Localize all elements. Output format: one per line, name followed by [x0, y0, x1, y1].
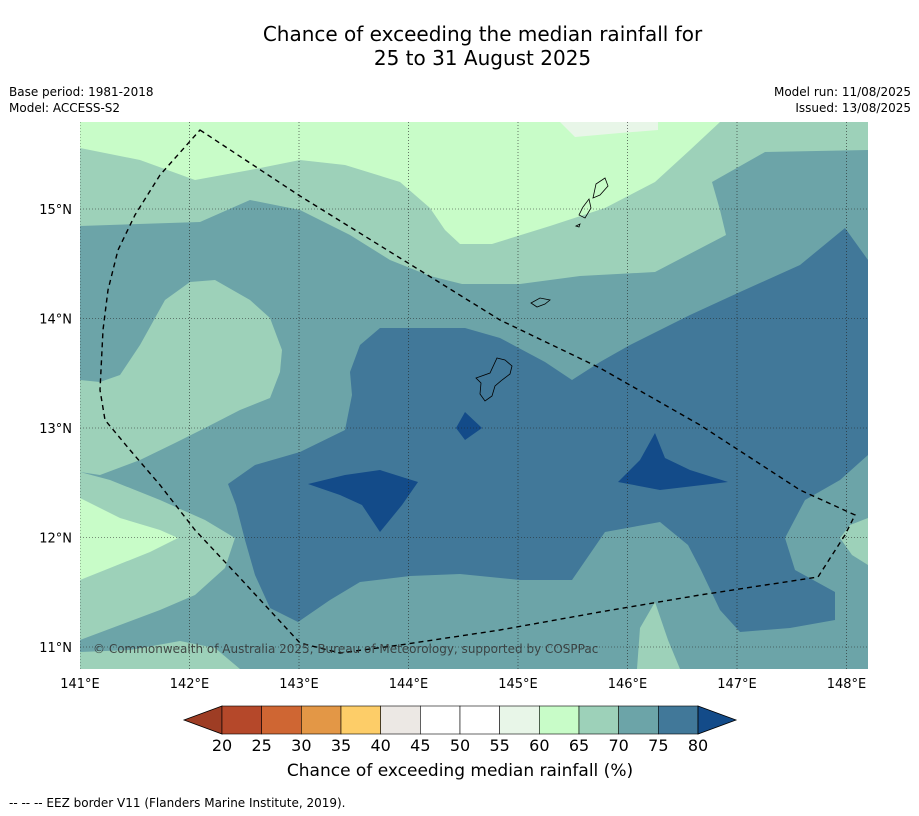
colorbar-tick-label: 40 [370, 736, 391, 755]
title-line-1: Chance of exceeding the median rainfall … [262, 22, 703, 46]
colorbar-tick-label: 80 [687, 736, 709, 755]
meta-left: Base period: 1981-2018 Model: ACCESS-S2 [9, 84, 154, 116]
colorbar-tick-label: 60 [529, 736, 550, 755]
band-80-plus-east [618, 433, 728, 490]
colorbar-tick-label: 30 [291, 736, 312, 755]
lon-tick-label: 144°E [389, 677, 429, 692]
colorbar-segment [539, 705, 580, 735]
model-name: Model: ACCESS-S2 [9, 101, 121, 115]
band-65-70-southeast [637, 602, 680, 669]
colorbar-segment [658, 705, 699, 735]
island-tinian [578, 198, 592, 219]
colorbar-segment [499, 705, 540, 735]
colorbar-segment [261, 705, 302, 735]
colorbar-segment [301, 705, 342, 735]
colorbar-segment [618, 705, 659, 735]
colorbar-segment [340, 705, 381, 735]
lon-tick-label: 141°E [60, 677, 100, 692]
colorbar-segment [420, 705, 461, 735]
map-copyright: © Commonwealth of Australia 2025, Bureau… [93, 642, 599, 656]
band-60-65-southwest [80, 498, 178, 580]
band-55-60-north [560, 122, 658, 137]
map-body [80, 122, 868, 669]
colorbar-segment [221, 705, 262, 735]
island-saipan [592, 177, 609, 199]
band-65-70-southwest [80, 472, 235, 640]
lat-tick-label: 11°N [39, 641, 72, 656]
lon-tick-label: 145°E [498, 677, 538, 692]
colorbar-tick-label: 65 [568, 736, 590, 755]
lon-tick-label: 148°E [827, 677, 867, 692]
band-65-70-south [80, 641, 240, 669]
colorbar-tick-label: 25 [251, 736, 272, 755]
lat-tick-label: 15°N [39, 203, 72, 218]
band-80-plus-center [456, 412, 482, 440]
colorbar-tick-label: 55 [489, 736, 510, 755]
colorbar-segment [380, 705, 421, 735]
colorbar-title: Chance of exceeding median rainfall (%) [286, 761, 634, 781]
island-rota [530, 297, 551, 308]
colorbar-over-arrow [697, 705, 738, 735]
eez-footnote: -- -- -- EEZ border V11 (Flanders Marine… [9, 796, 346, 810]
lon-tick-label: 142°E [170, 677, 210, 692]
issued-date: Issued: 13/08/2025 [795, 101, 911, 115]
island-guam [475, 357, 513, 402]
colorbar-tick-label: 35 [330, 736, 352, 755]
model-run: Model run: 11/08/2025 [773, 85, 911, 99]
title-line-2: 25 to 31 August 2025 [373, 46, 592, 70]
colorbar [182, 705, 738, 735]
eez-border [99, 129, 856, 654]
band-75-80-main [228, 228, 868, 632]
lat-tick-label: 13°N [39, 422, 72, 437]
island-aguijan [574, 223, 581, 228]
gridlines [80, 122, 868, 669]
lon-tick-label: 143°E [279, 677, 319, 692]
longitude-ticks: 141°E 142°E 143°E 144°E 145°E 146°E 147°E 148°E [60, 677, 866, 692]
latitude-ticks: 15°N 14°N 13°N 12°N 11°N [39, 203, 72, 656]
band-60-65-north [80, 122, 720, 244]
base-period: Base period: 1981-2018 [9, 85, 154, 99]
band-65-70-west [80, 280, 282, 475]
meta-right: Model run: 11/08/2025 Issued: 13/08/2025 [774, 84, 911, 116]
colorbar-tick-label: 45 [410, 736, 431, 755]
colorbar-segment [459, 705, 500, 735]
lon-tick-label: 147°E [717, 677, 757, 692]
lat-tick-label: 14°N [39, 313, 72, 328]
colorbar-tick-label: 50 [449, 736, 471, 755]
colorbar-segment [578, 705, 619, 735]
chart-title: Chance of exceeding the median rainfall … [0, 22, 919, 70]
lat-tick-label: 12°N [39, 532, 72, 547]
lon-tick-label: 146°E [608, 677, 648, 692]
colorbar-under-arrow [182, 705, 223, 735]
band-80-plus-west [308, 470, 418, 532]
colorbar-tick-label: 75 [648, 736, 669, 755]
colorbar-tick-label: 70 [608, 736, 629, 755]
colorbar-tick-label: 20 [211, 736, 233, 755]
